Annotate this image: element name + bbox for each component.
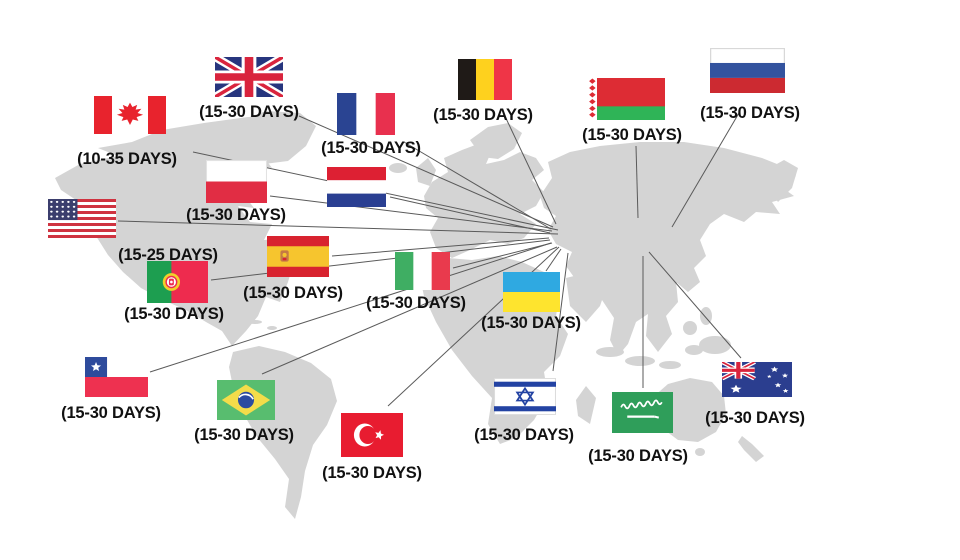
turkey-days-label: (15-30 DAYS) <box>322 464 422 482</box>
spain-days-label: (15-30 DAYS) <box>243 284 343 302</box>
italy-days-label: (15-30 DAYS) <box>366 294 466 312</box>
usa-flag-icon <box>48 199 116 238</box>
canada-days-label: (10-35 DAYS) <box>77 150 177 168</box>
route-line-belgium <box>502 111 557 225</box>
region-kamchatka <box>766 160 798 202</box>
island-caribbean-1 <box>248 320 262 324</box>
poland-days-label: (15-30 DAYS) <box>186 206 286 224</box>
ukraine-flag-icon <box>503 272 560 312</box>
route-line-australia <box>648 251 742 359</box>
uk-flag-icon <box>215 57 283 97</box>
portugal-days-label: (15-30 DAYS) <box>124 305 224 323</box>
island-new-guinea <box>699 336 731 354</box>
russia-days-label: (15-30 DAYS) <box>700 104 800 122</box>
region-scandinavia <box>470 123 522 159</box>
island-japan <box>660 254 686 292</box>
saudi-days-label: (15-30 DAYS) <box>588 447 688 465</box>
portugal-flag-icon <box>147 261 208 303</box>
australia-flag-icon <box>722 362 792 397</box>
island-greenland <box>236 111 316 164</box>
route-line-brazil <box>261 246 558 375</box>
saudi-arabia-flag-icon <box>612 392 673 433</box>
route-line-usa <box>117 220 559 235</box>
route-line-poland <box>269 195 553 232</box>
netherlands-flag-icon <box>327 167 386 207</box>
uk-days-label: (15-30 DAYS) <box>199 103 299 121</box>
island-iceland <box>389 163 407 173</box>
brazil-flag-icon <box>217 380 275 420</box>
continent-europe <box>424 144 544 258</box>
island-new-zealand <box>738 436 764 462</box>
route-line-france <box>403 141 552 230</box>
island-tasmania <box>695 448 705 456</box>
route-line-russia <box>671 112 740 228</box>
belarus-days-label: (15-30 DAYS) <box>582 126 682 144</box>
chile-flag-icon <box>85 357 148 397</box>
island-madagascar <box>576 386 596 424</box>
route-line-netherlands <box>389 196 551 234</box>
turkey-flag-icon <box>341 413 403 457</box>
island-caribbean-2 <box>267 326 277 330</box>
belarus-flag-icon <box>588 78 665 120</box>
france-days-label: (15-30 DAYS) <box>321 139 421 157</box>
chile-days-label: (15-30 DAYS) <box>61 404 161 422</box>
australia-days-label: (15-30 DAYS) <box>705 409 805 427</box>
route-line-israel <box>552 252 569 372</box>
island-indonesia-2 <box>625 356 655 366</box>
route-line-italy <box>452 242 553 269</box>
belgium-days-label: (15-30 DAYS) <box>433 106 533 124</box>
island-indonesia-4 <box>685 345 703 355</box>
route-line-belarus <box>635 145 639 219</box>
russia-flag-icon <box>710 48 785 93</box>
ukraine-days-label: (15-30 DAYS) <box>481 314 581 332</box>
island-indonesia-1 <box>596 347 624 357</box>
route-line-chile <box>149 242 552 373</box>
island-indonesia-3 <box>659 361 681 369</box>
spain-flag-icon <box>267 236 329 277</box>
brazil-days-label: (15-30 DAYS) <box>194 426 294 444</box>
poland-flag-icon <box>206 160 267 203</box>
route-line-ukraine <box>545 248 562 272</box>
france-flag-icon <box>337 93 395 135</box>
island-philippines-1 <box>683 321 697 335</box>
israel-flag-icon <box>494 378 556 415</box>
italy-flag-icon <box>395 252 450 290</box>
canada-flag-icon <box>94 96 166 134</box>
route-line-spain <box>331 237 550 257</box>
belgium-flag-icon <box>458 59 512 100</box>
israel-days-label: (15-30 DAYS) <box>474 426 574 444</box>
continent-asia <box>540 142 796 356</box>
usa-days-label: (15-25 DAYS) <box>118 246 218 264</box>
